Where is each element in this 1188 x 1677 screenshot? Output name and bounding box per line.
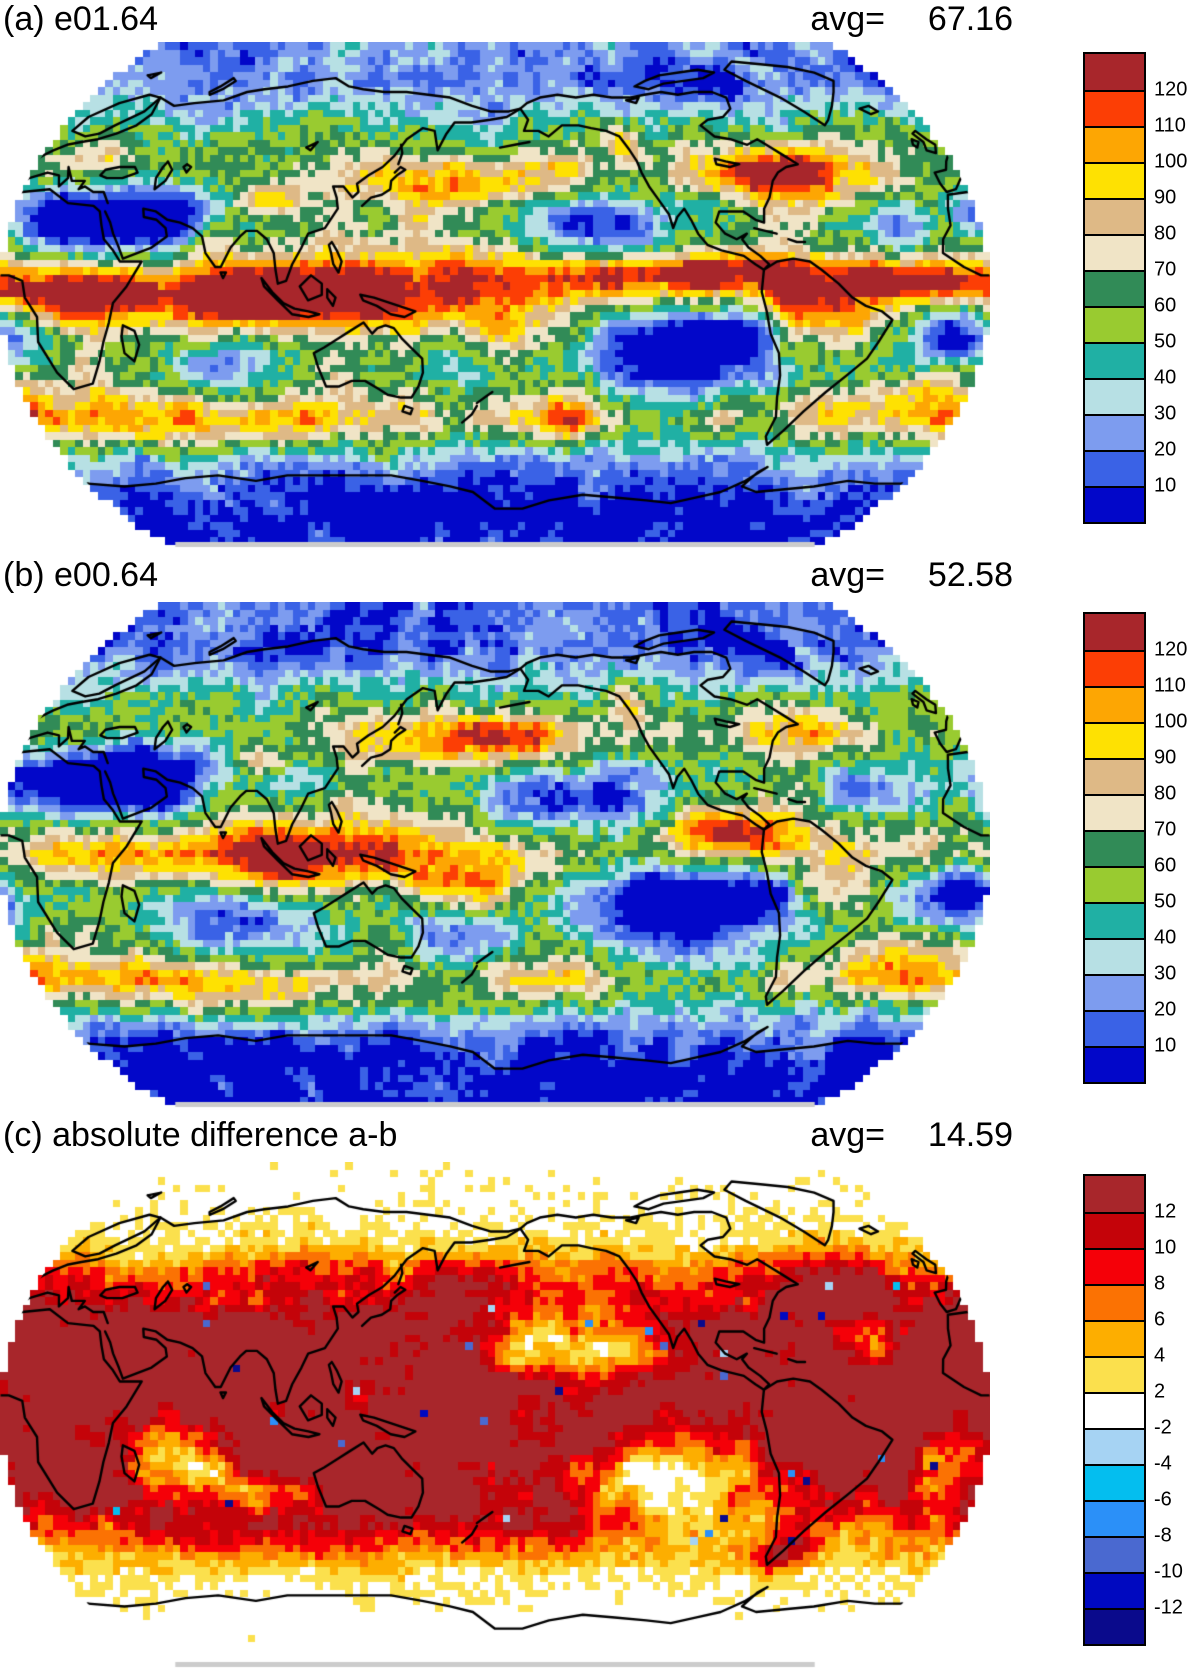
colorbar-label: 50 (1154, 890, 1177, 913)
colorbar-cell (1085, 234, 1144, 270)
avg-value: 52.58 (927, 556, 1013, 594)
map-canvas-a (0, 42, 990, 550)
colorbar-label: 120 (1154, 78, 1188, 101)
colorbar-a (1083, 52, 1146, 524)
panel-c-avg: avg= 14.59 (810, 1116, 1013, 1155)
colorbar-cell (1085, 54, 1144, 90)
colorbar-cell (1085, 830, 1144, 866)
colorbar-label: -10 (1154, 1560, 1183, 1583)
colorbar-label: 80 (1154, 782, 1177, 805)
panel-a-title: (a) e01.64 (3, 0, 158, 38)
avg-value: 67.16 (927, 0, 1013, 38)
colorbar-label: 110 (1154, 114, 1186, 137)
colorbar-cell (1085, 1608, 1144, 1644)
colorbar-label: 80 (1154, 222, 1177, 245)
colorbar-cell (1085, 342, 1144, 378)
colorbar-cell (1085, 198, 1144, 234)
panel-a-avg: avg= 67.16 (810, 0, 1013, 39)
avg-label: avg= (810, 1116, 885, 1154)
colorbar-cell (1085, 1356, 1144, 1392)
colorbar-label: -6 (1154, 1488, 1172, 1511)
colorbar-label: 40 (1154, 926, 1177, 949)
avg-label: avg= (810, 0, 885, 38)
colorbar-label: 120 (1154, 638, 1188, 661)
colorbar-cell (1085, 126, 1144, 162)
colorbar-label: 90 (1154, 186, 1177, 209)
colorbar-cell (1085, 686, 1144, 722)
colorbar-cell (1085, 938, 1144, 974)
colorbar-cell (1085, 486, 1144, 522)
colorbar-label: 20 (1154, 998, 1177, 1021)
panel-b-avg: avg= 52.58 (810, 556, 1013, 595)
colorbar-cell (1085, 1010, 1144, 1046)
colorbar-label: 90 (1154, 746, 1177, 769)
colorbar-label: 6 (1154, 1308, 1166, 1331)
colorbar-cell (1085, 1284, 1144, 1320)
colorbar-cell (1085, 1212, 1144, 1248)
colorbar-label: 50 (1154, 330, 1177, 353)
colorbar-label: 70 (1154, 258, 1177, 281)
colorbar-cell (1085, 378, 1144, 414)
colorbar-label: 10 (1154, 1034, 1177, 1057)
colorbar-label: 10 (1154, 474, 1177, 497)
colorbar-cell (1085, 902, 1144, 938)
map-canvas-b (0, 602, 990, 1110)
panel-b-header: (b) e00.64 avg= 52.58 (3, 556, 1013, 595)
colorbar-cell (1085, 1248, 1144, 1284)
colorbar-cell (1085, 650, 1144, 686)
colorbar-label: 60 (1154, 854, 1177, 877)
colorbar-cell (1085, 1392, 1144, 1428)
colorbar-label: 30 (1154, 962, 1177, 985)
colorbar-cell (1085, 866, 1144, 902)
avg-label: avg= (810, 556, 885, 594)
avg-value: 14.59 (927, 1116, 1013, 1154)
colorbar-label: 8 (1154, 1272, 1166, 1295)
colorbar-label: -2 (1154, 1416, 1172, 1439)
colorbar-cell (1085, 90, 1144, 126)
colorbar-label: 10 (1154, 1236, 1177, 1259)
colorbar-cell (1085, 1536, 1144, 1572)
colorbar-cell (1085, 1320, 1144, 1356)
panel-c-title: (c) absolute difference a-b (3, 1116, 398, 1154)
colorbar-cell (1085, 614, 1144, 650)
colorbar-label: -8 (1154, 1524, 1172, 1547)
colorbar-label: 100 (1154, 710, 1188, 733)
colorbar-cell (1085, 1046, 1144, 1082)
colorbar-label: 100 (1154, 150, 1188, 173)
panel-b-title: (b) e00.64 (3, 556, 158, 594)
colorbar-cell (1085, 722, 1144, 758)
colorbar-cell (1085, 794, 1144, 830)
colorbar-cell (1085, 414, 1144, 450)
colorbar-label: 12 (1154, 1200, 1177, 1223)
colorbar-cell (1085, 270, 1144, 306)
colorbar-cell (1085, 1428, 1144, 1464)
colorbar-cell (1085, 306, 1144, 342)
map-canvas-c (0, 1162, 990, 1670)
colorbar-cell (1085, 974, 1144, 1010)
colorbar-cell (1085, 1464, 1144, 1500)
colorbar-label: 110 (1154, 674, 1186, 697)
colorbar-label: 40 (1154, 366, 1177, 389)
colorbar-label: 30 (1154, 402, 1177, 425)
colorbar-b (1083, 612, 1146, 1084)
panel-c-header: (c) absolute difference a-b avg= 14.59 (3, 1116, 1013, 1155)
colorbar-cell (1085, 758, 1144, 794)
colorbar-cell (1085, 450, 1144, 486)
colorbar-cell (1085, 1572, 1144, 1608)
colorbar-cell (1085, 1500, 1144, 1536)
colorbar-label: -4 (1154, 1452, 1172, 1475)
colorbar-c (1083, 1174, 1146, 1646)
colorbar-label: 60 (1154, 294, 1177, 317)
colorbar-cell (1085, 162, 1144, 198)
colorbar-label: 20 (1154, 438, 1177, 461)
colorbar-label: 2 (1154, 1380, 1166, 1403)
colorbar-label: 70 (1154, 818, 1177, 841)
colorbar-cell (1085, 1176, 1144, 1212)
colorbar-label: -12 (1154, 1596, 1183, 1619)
panel-a-header: (a) e01.64 avg= 67.16 (3, 0, 1013, 39)
colorbar-label: 4 (1154, 1344, 1166, 1367)
